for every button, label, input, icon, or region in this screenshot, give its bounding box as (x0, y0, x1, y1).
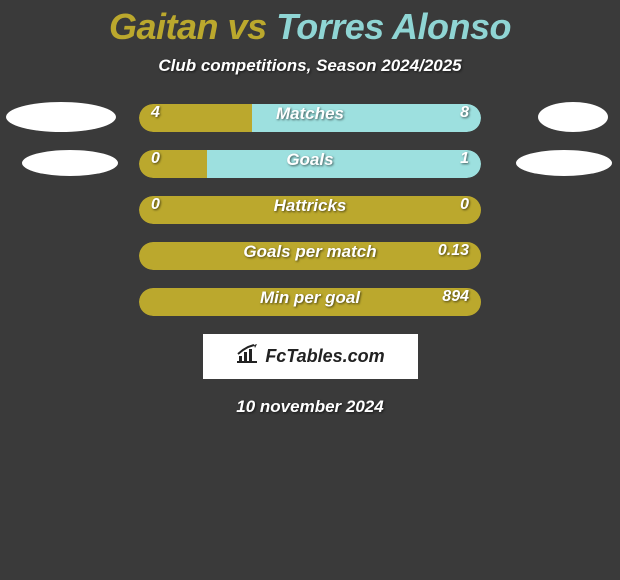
stat-value-left: 4 (151, 104, 160, 122)
bar-right (207, 150, 481, 178)
bar-track: 01Goals (139, 150, 481, 178)
title-vs: vs (218, 6, 276, 47)
bar-track: 48Matches (139, 104, 481, 132)
stat-value-right: 0 (460, 196, 469, 214)
comparison-chart: 48Matches01Goals00Hattricks0.13Goals per… (0, 104, 620, 316)
bar-left (139, 242, 481, 270)
stat-value-left: 0 (151, 196, 160, 214)
stat-row: 00Hattricks (0, 196, 620, 224)
decorative-ellipse-left (22, 150, 118, 176)
decorative-ellipse-left (6, 102, 116, 132)
stat-row: 48Matches (0, 104, 620, 132)
bar-track: 894Min per goal (139, 288, 481, 316)
logo-box: FcTables.com (203, 334, 418, 379)
title-player1: Gaitan (109, 6, 218, 47)
page-title: Gaitan vs Torres Alonso (0, 0, 620, 48)
stat-row: 01Goals (0, 150, 620, 178)
stat-value-right: 894 (442, 288, 469, 306)
bar-left (139, 288, 481, 316)
title-player2: Torres Alonso (276, 6, 511, 47)
stat-value-right: 1 (460, 150, 469, 168)
bar-left (139, 196, 481, 224)
bar-chart-icon (235, 344, 259, 369)
decorative-ellipse-right (538, 102, 608, 132)
stat-value-right: 0.13 (438, 242, 469, 260)
bar-right (252, 104, 481, 132)
date-text: 10 november 2024 (0, 397, 620, 417)
bar-track: 0.13Goals per match (139, 242, 481, 270)
stat-row: 0.13Goals per match (0, 242, 620, 270)
decorative-ellipse-right (516, 150, 612, 176)
subtitle: Club competitions, Season 2024/2025 (0, 56, 620, 76)
stat-value-left: 0 (151, 150, 160, 168)
logo-text: FcTables.com (265, 346, 384, 367)
stat-row: 894Min per goal (0, 288, 620, 316)
bar-track: 00Hattricks (139, 196, 481, 224)
bar-left (139, 150, 207, 178)
stat-value-right: 8 (460, 104, 469, 122)
